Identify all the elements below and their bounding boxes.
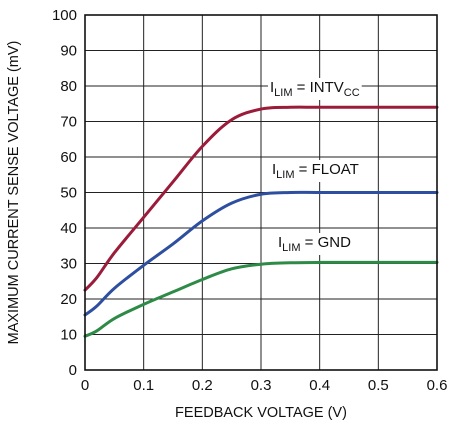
series-labels: ILIM = INTVCC ILIM = FLOAT ILIM = GND bbox=[268, 78, 362, 255]
series-label-float: ILIM = FLOAT bbox=[270, 160, 361, 182]
x-axis-label: FEEDBACK VOLTAGE (V) bbox=[175, 405, 347, 421]
x-tick-label: 0.2 bbox=[192, 377, 213, 394]
series-line-gnd bbox=[83, 260, 439, 338]
svg-text:ILIM = INTVCC: ILIM = INTVCC bbox=[270, 79, 360, 99]
y-tick-labels: 0 10 20 30 40 50 60 70 80 90 100 bbox=[52, 7, 77, 379]
y-tick-label: 30 bbox=[60, 256, 77, 273]
y-tick-label: 90 bbox=[60, 43, 77, 60]
y-tick-label: 40 bbox=[60, 220, 77, 237]
x-tick-label: 0.4 bbox=[309, 377, 330, 394]
x-tick-label: 0.1 bbox=[133, 377, 154, 394]
y-tick-label: 80 bbox=[60, 78, 77, 95]
svg-text:ILIM = GND: ILIM = GND bbox=[278, 234, 351, 254]
plot-frame bbox=[84, 14, 438, 371]
y-tick-label: 100 bbox=[52, 7, 77, 24]
x-tick-label: 0.6 bbox=[427, 377, 448, 394]
y-tick-label: 60 bbox=[60, 149, 77, 166]
series-label-intvcc: ILIM = INTVCC bbox=[268, 78, 362, 100]
y-tick-label: 50 bbox=[60, 185, 77, 202]
x-tick-labels: 0 0.1 0.2 0.3 0.4 0.5 0.6 bbox=[81, 377, 448, 394]
x-tick-label: 0 bbox=[81, 377, 89, 394]
x-tick-label: 0.5 bbox=[368, 377, 389, 394]
y-tick-label: 20 bbox=[60, 291, 77, 308]
series-label-gnd: ILIM = GND bbox=[276, 233, 354, 255]
series-lines bbox=[83, 105, 439, 338]
y-axis-label: MAXIMUM CURRENT SENSE VOLTAGE (mV) bbox=[6, 41, 22, 345]
y-tick-label: 70 bbox=[60, 114, 77, 131]
series-line-intvcc bbox=[83, 105, 439, 292]
series-line-float bbox=[83, 190, 439, 317]
svg-text:ILIM = FLOAT: ILIM = FLOAT bbox=[272, 161, 359, 181]
y-tick-label: 0 bbox=[69, 362, 77, 379]
y-tick-label: 10 bbox=[60, 327, 77, 344]
x-tick-label: 0.3 bbox=[251, 377, 272, 394]
